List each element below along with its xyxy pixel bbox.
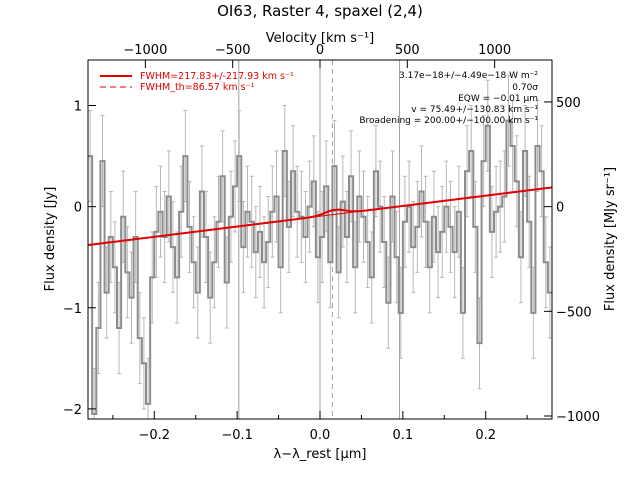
velocity-axis-label: Velocity [km s⁻¹] xyxy=(266,31,374,46)
data-histogram xyxy=(88,119,552,415)
annotation-eqw: EQW = −0.01 μm xyxy=(458,94,538,104)
annotation-sigma: 0.70σ xyxy=(512,83,538,93)
right-y-axis-label: Flux density [MJy sr⁻¹] xyxy=(603,167,618,311)
x-axis-label: λ−λ_rest [μm] xyxy=(274,447,367,462)
velocity-tick-label: −1000 xyxy=(123,43,167,58)
y-tick-label: −1 xyxy=(63,302,82,317)
x-tick-label: −0.1 xyxy=(221,428,253,443)
y-axis-label: Flux density [Jy] xyxy=(43,187,58,292)
fit-annotations: 3.17e−18+/−4.49e−18 W m⁻² 0.70σ EQW = −0… xyxy=(359,71,538,126)
data-series xyxy=(88,119,552,415)
y-tick-label: 0 xyxy=(74,201,82,216)
annotation-velocity: v = 75.49+/−130.83 km s⁻¹ xyxy=(411,105,538,115)
x-tick-label: 0.0 xyxy=(310,428,331,443)
right-y-tick-label: 0 xyxy=(556,201,564,216)
right-y-tick-label: −1000 xyxy=(556,410,600,425)
annotation-broadening: Broadening = 200.00+/−100.00 km s⁻¹ xyxy=(359,116,538,126)
annotation-flux: 3.17e−18+/−4.49e−18 W m⁻² xyxy=(399,71,538,81)
x-tick-label: −0.2 xyxy=(138,428,170,443)
velocity-tick-label: 0 xyxy=(316,43,324,58)
fit-line xyxy=(88,186,552,247)
right-y-tick-label: 500 xyxy=(556,96,581,111)
x-tick-label: 0.2 xyxy=(475,428,496,443)
legend-entry-fwhm-th: FWHM_th=86.57 km s⁻¹ xyxy=(140,82,255,93)
legend: FWHM=217.83+/-217.93 km s⁻¹ FWHM_th=86.5… xyxy=(100,71,294,93)
velocity-tick-label: 1000 xyxy=(478,43,511,58)
fit-series xyxy=(88,186,552,247)
velocity-tick-label: 500 xyxy=(395,43,420,58)
velocity-tick-label: −500 xyxy=(215,43,251,58)
right-y-tick-label: −500 xyxy=(556,305,592,320)
axis-ticks: −0.2 −0.1 0.0 0.1 0.2 −1000 −500 0 500 1000 −2 −1 0 1… xyxy=(63,43,600,443)
chart-title: OI63, Raster 4, spaxel (2,4) xyxy=(217,2,423,20)
y-tick-label: 1 xyxy=(74,100,82,115)
legend-entry-fwhm: FWHM=217.83+/-217.93 km s⁻¹ xyxy=(140,71,294,82)
x-tick-label: 0.1 xyxy=(393,428,414,443)
y-tick-label: −2 xyxy=(63,403,82,418)
